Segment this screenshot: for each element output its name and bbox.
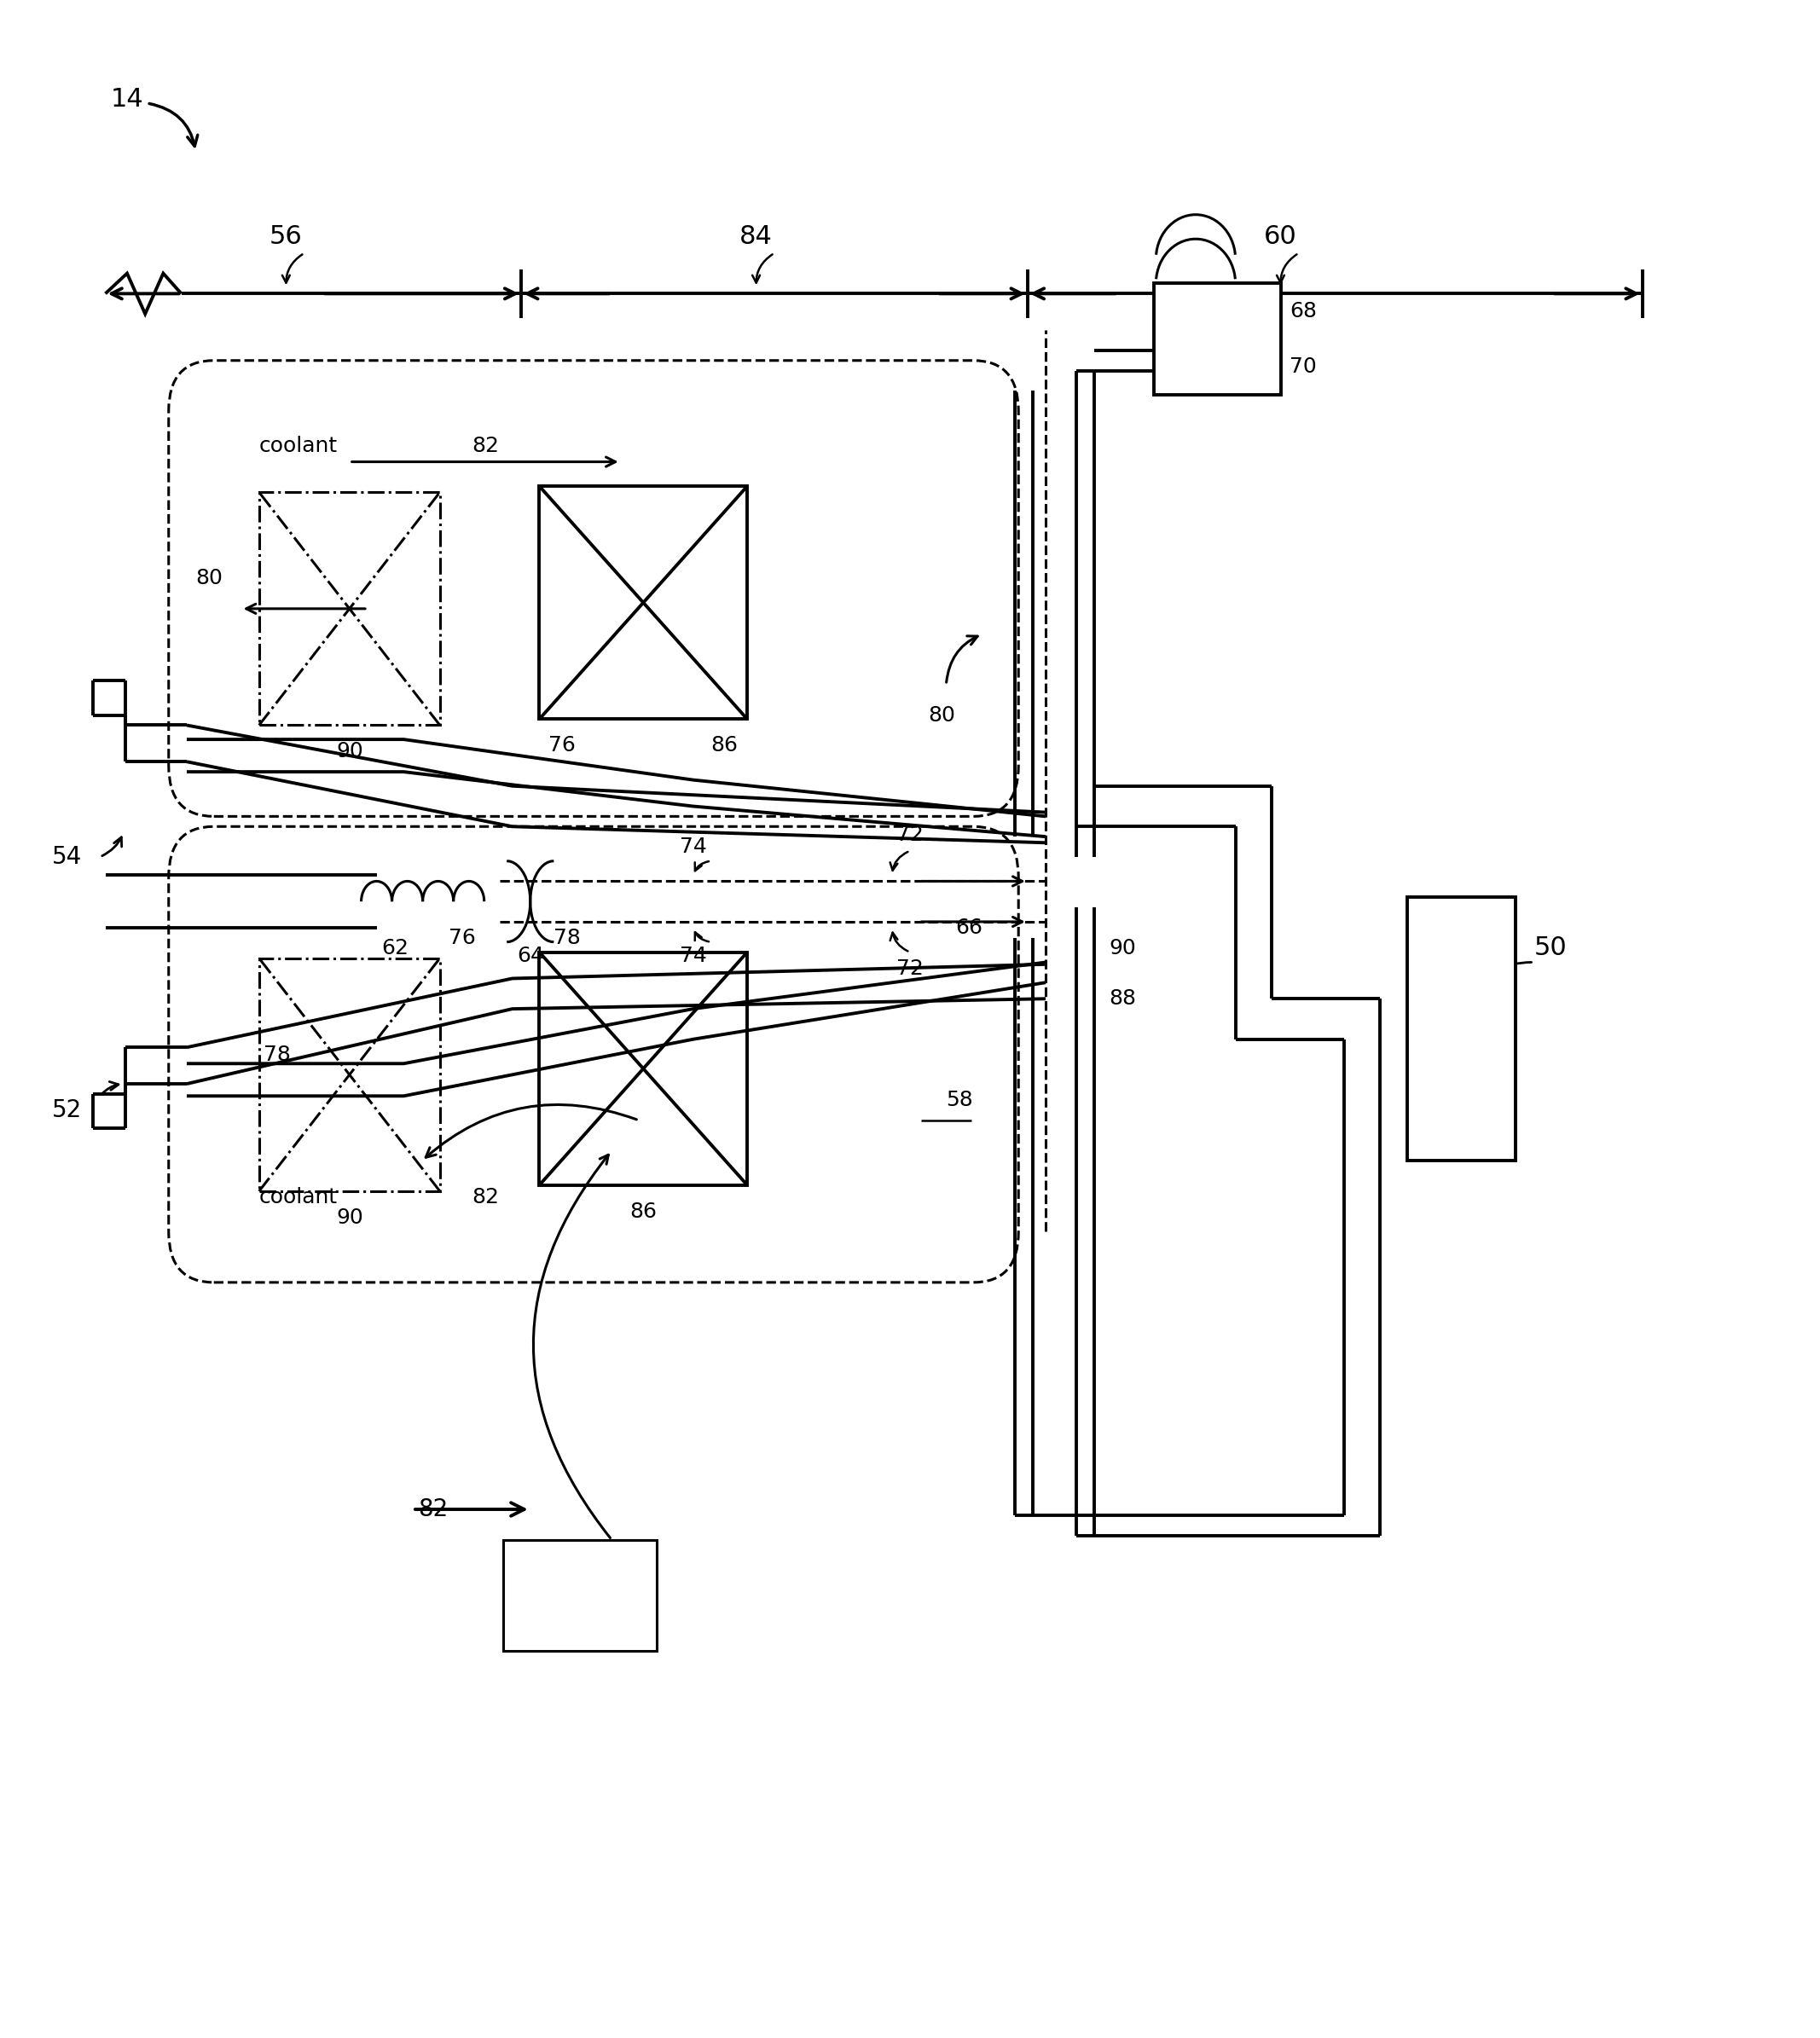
Text: 72: 72 — [897, 823, 923, 844]
Text: 86: 86 — [712, 736, 739, 756]
Bar — [502, 1541, 657, 1651]
Bar — [539, 487, 748, 719]
Text: 60: 60 — [1265, 224, 1298, 249]
Text: 84: 84 — [739, 224, 774, 249]
Text: 62: 62 — [380, 937, 408, 958]
Bar — [1407, 897, 1516, 1162]
Text: coolant: coolant — [258, 436, 339, 457]
Text: 14: 14 — [111, 88, 144, 112]
Text: 80: 80 — [197, 569, 222, 589]
Text: coolant: coolant — [258, 1186, 339, 1206]
Text: 86: 86 — [630, 1200, 657, 1223]
Text: 56: 56 — [269, 224, 302, 249]
Text: 88: 88 — [564, 1584, 595, 1608]
Text: 90: 90 — [1108, 937, 1136, 958]
Text: 82: 82 — [471, 436, 499, 457]
Text: 82: 82 — [471, 1186, 499, 1206]
Text: 76: 76 — [548, 736, 575, 756]
Text: 68: 68 — [1290, 302, 1318, 322]
Text: 74: 74 — [679, 836, 706, 856]
Text: 78: 78 — [553, 927, 581, 948]
Text: 66: 66 — [956, 917, 983, 937]
Text: 80: 80 — [928, 705, 955, 726]
Text: 70: 70 — [1290, 357, 1318, 377]
Text: 54: 54 — [51, 846, 82, 868]
Text: 64: 64 — [517, 946, 544, 966]
Text: 50: 50 — [1534, 935, 1567, 960]
Text: 90: 90 — [337, 742, 362, 762]
Text: 74: 74 — [679, 946, 706, 966]
Text: 88: 88 — [1108, 988, 1136, 1009]
Text: 52: 52 — [51, 1098, 82, 1123]
Bar — [539, 952, 748, 1186]
Bar — [258, 958, 440, 1192]
Text: 76: 76 — [450, 927, 477, 948]
Text: 72: 72 — [897, 958, 923, 978]
Text: 78: 78 — [264, 1043, 291, 1064]
Bar — [258, 493, 440, 726]
Text: 90: 90 — [337, 1206, 362, 1229]
Bar — [1154, 283, 1281, 395]
Text: 58: 58 — [946, 1090, 974, 1111]
Text: 82: 82 — [419, 1498, 448, 1520]
